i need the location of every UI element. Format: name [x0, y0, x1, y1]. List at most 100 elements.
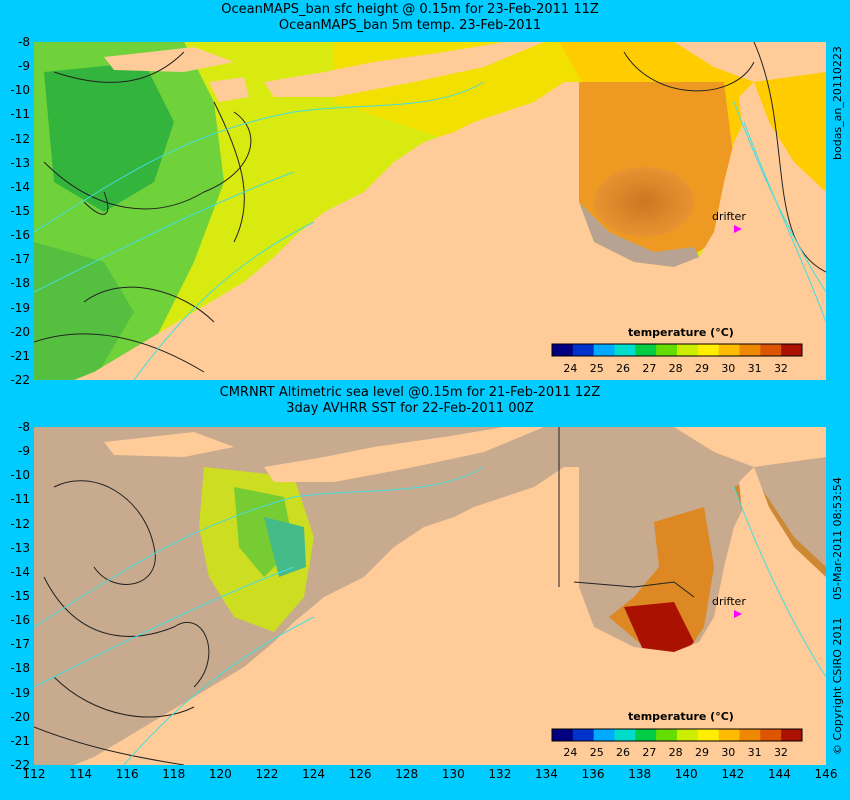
bottom-legend-tick: 26 [616, 746, 631, 759]
top-legend-swatch [677, 344, 699, 356]
bottom-legend-swatch [656, 729, 678, 741]
top-sumba-island [104, 47, 234, 72]
x-tick: 126 [348, 767, 372, 781]
bottom-map-svg [34, 427, 826, 765]
x-tick: 146 [814, 767, 838, 781]
top-y-tick: -19 [10, 300, 30, 315]
top-cape-york [739, 82, 826, 380]
bottom-title-line2: 3day AVHRR SST for 22-Feb-2011 00Z [286, 401, 534, 416]
bottom-y-tick: -16 [10, 613, 30, 628]
top-legend-tick: 26 [616, 362, 631, 375]
top-y-tick: -21 [10, 348, 30, 363]
x-tick: 132 [488, 767, 512, 781]
bottom-sst-patch-cool [264, 517, 306, 577]
bottom-y-tick: -11 [10, 492, 30, 507]
x-tick: 122 [255, 767, 279, 781]
top-title-line2: OceanMAPS_ban 5m temp. 23-Feb-2011 [278, 18, 542, 33]
top-gulf-hot [594, 167, 694, 237]
bottom-legend-swatch [739, 729, 761, 741]
top-cool-water-sw [34, 242, 134, 380]
top-legend-bar [551, 343, 803, 357]
top-legend-tick: 32 [773, 362, 788, 375]
bottom-legend-tick: 30 [721, 746, 736, 759]
x-tick: 120 [208, 767, 232, 781]
bottom-australia-land [34, 467, 826, 765]
bottom-y-tick: -15 [10, 589, 30, 603]
top-legend-tick: 24 [563, 362, 578, 375]
top-cyan-contours [34, 81, 826, 380]
x-tick: 124 [302, 767, 325, 781]
top-no-data-fringe [579, 202, 699, 267]
top-y-tick: -13 [10, 155, 30, 170]
top-y-tick: -22 [10, 373, 30, 387]
bottom-y-tick: -12 [10, 516, 30, 531]
top-legend-tick: 29 [695, 362, 709, 375]
bottom-side-copyright: © Copyright CSIRO 2011 [831, 617, 844, 755]
bottom-drifter-label: drifter [712, 595, 746, 608]
bottom-gulf-hot [624, 602, 694, 662]
top-map [34, 42, 826, 380]
bottom-new-guinea [674, 427, 826, 467]
top-legend-swatch [635, 344, 657, 356]
bottom-height-contours [34, 427, 695, 765]
bottom-legend-outline [551, 728, 803, 742]
x-tick: 130 [441, 767, 465, 781]
bottom-y-tick: -21 [10, 733, 30, 748]
bottom-legend-swatch [593, 729, 615, 741]
top-timor-island [264, 42, 544, 97]
top-legend-tick: 25 [589, 362, 604, 375]
top-y-tick: -15 [10, 204, 30, 218]
bottom-legend-tick: 27 [642, 746, 657, 759]
x-tick: 140 [674, 767, 698, 781]
bottom-legend-tick: 28 [668, 746, 683, 759]
top-side-label: bodas_an_20110223 [831, 46, 844, 160]
bottom-y-tick: -20 [10, 709, 30, 724]
top-cool-water-core [44, 62, 174, 212]
bottom-legend-swatch [614, 729, 636, 741]
bottom-y-tick: -10 [10, 468, 30, 483]
bottom-y-tick: -9 [18, 444, 30, 459]
bottom-legend-swatch [781, 729, 803, 741]
top-legend-swatch [572, 344, 595, 356]
bottom-y-tick: -22 [10, 758, 30, 772]
bottom-y-tick: -14 [10, 564, 30, 579]
top-y-tick: -8 [18, 35, 30, 49]
bottom-legend-swatch [760, 729, 782, 741]
bottom-legend-bar [551, 728, 803, 742]
top-legend-swatch [760, 344, 782, 356]
top-height-contours [34, 42, 826, 373]
bottom-y-tick: -18 [10, 661, 30, 676]
top-small-island [209, 77, 249, 102]
bottom-legend-tick: 24 [563, 746, 578, 759]
bottom-legend-swatch [718, 729, 740, 741]
top-legend-title: temperature (°C) [628, 326, 734, 339]
bottom-y-tick: -13 [10, 540, 30, 555]
bottom-legend-swatch [552, 729, 574, 741]
x-tick: 144 [767, 767, 791, 781]
bottom-cape-york [739, 467, 826, 765]
top-legend-swatch [656, 344, 678, 356]
bottom-legend-swatch [635, 729, 657, 741]
x-tick: 128 [395, 767, 419, 781]
top-y-tick: -16 [10, 228, 30, 243]
bottom-drifter-marker [734, 610, 742, 618]
x-tick: 118 [162, 767, 186, 781]
bottom-legend-tick: 25 [589, 746, 604, 759]
top-title-line1: OceanMAPS_ban sfc height @ 0.15m for 23-… [221, 2, 599, 17]
top-y-tick: -10 [10, 83, 30, 98]
top-new-guinea [674, 42, 826, 82]
top-legend-tick: 28 [668, 362, 683, 375]
bottom-legend-swatch [677, 729, 699, 741]
x-tick: 142 [721, 767, 745, 781]
top-map-svg [34, 42, 826, 380]
bottom-legend-tick: 32 [773, 746, 788, 759]
top-drifter-label: drifter [712, 210, 746, 223]
top-y-tick: -20 [10, 324, 30, 339]
x-tick: 138 [628, 767, 652, 781]
bottom-timor-island [264, 427, 544, 482]
top-legend-swatch [697, 344, 720, 356]
top-y-tick: -11 [10, 107, 30, 122]
bottom-legend-swatch [572, 729, 595, 741]
top-legend-swatch [718, 344, 740, 356]
x-tick: 136 [581, 767, 605, 781]
